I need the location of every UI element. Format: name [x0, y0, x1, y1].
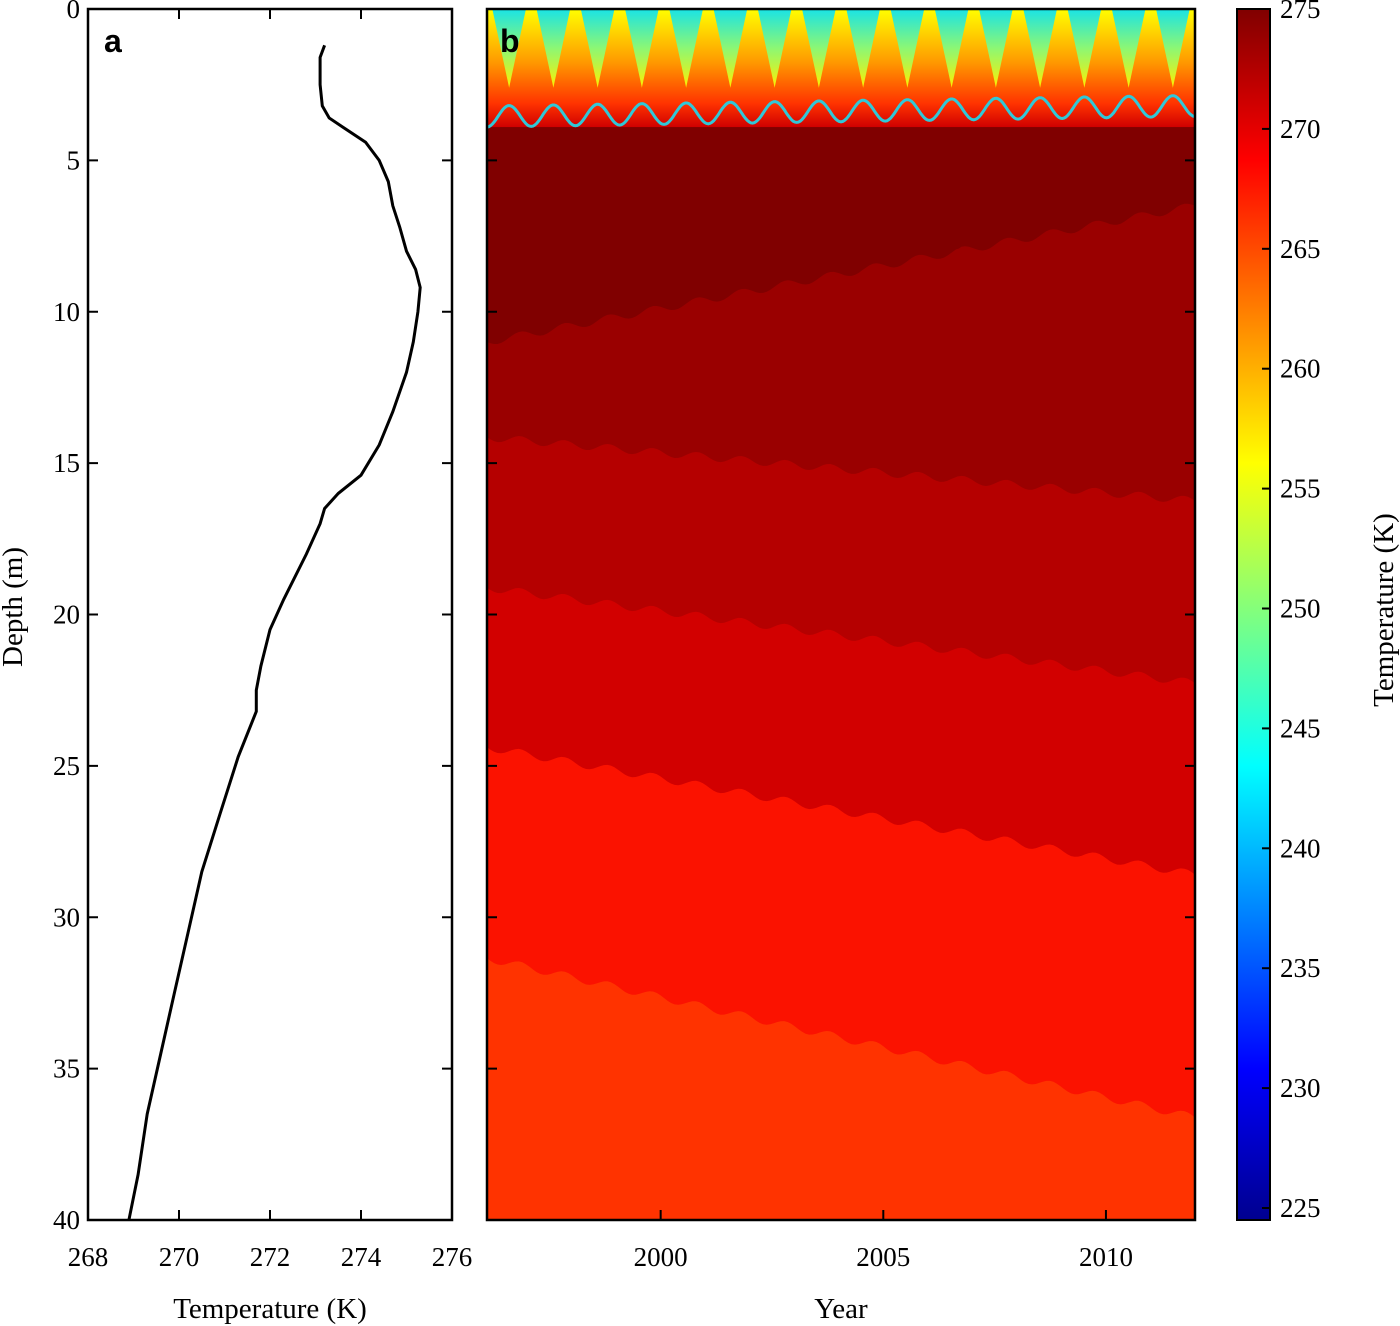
panel-a-y-tick-label: 20: [53, 600, 80, 630]
surface-cold-tongue: [580, 9, 615, 88]
seasonal-cell: [812, 217, 835, 261]
surface-cold-tongue: [625, 9, 659, 88]
panel-a-y-tick-label: 10: [53, 297, 80, 327]
panel-a-y-tick-label: 25: [53, 751, 80, 781]
panel-b-x-tick-label: 2000: [634, 1242, 688, 1272]
colorbar-tick-label: 260: [1280, 354, 1321, 384]
panel-a-x-tick-label: 276: [432, 1242, 473, 1272]
contour-line: [487, 94, 1195, 129]
seasonal-cell: [902, 228, 921, 250]
panel-a-y-axis-title: Depth (m): [0, 547, 29, 667]
panel-a-x-tick-label: 268: [68, 1242, 109, 1272]
panel-a-frame: [86, 7, 454, 1222]
panel-a-y-tick-label: 15: [53, 448, 80, 478]
panel-a-x-tick-label: 272: [250, 1242, 291, 1272]
colorbar-tick-label: 275: [1280, 0, 1321, 24]
surface-cold-tongue: [1156, 9, 1190, 88]
seasonal-cell: [676, 201, 705, 278]
panel-b-letter: b: [500, 23, 520, 59]
surface-cold-tongue: [536, 9, 571, 88]
colorbar-gradient: [1236, 8, 1271, 1221]
panel-a-x-tick-label: 274: [341, 1242, 382, 1272]
panel-b-x-tick-label: 2005: [856, 1242, 910, 1272]
panel-a: 0 5 10 15 20 25 30 35 40 268 270 272 274 276 a: [53, 0, 472, 1272]
panel-a-x-axis-title: Temperature (K): [173, 1293, 367, 1325]
seasonal-cell: [948, 229, 965, 250]
colorbar-tick-label: 265: [1280, 234, 1321, 264]
colorbar-tick-label: 255: [1280, 474, 1321, 504]
seasonal-cell: [495, 179, 532, 300]
surface-cold-tongue: [713, 9, 748, 88]
panel-a-y-tick-label: 5: [67, 145, 81, 175]
seasonal-cell: [540, 184, 575, 294]
panel-a-y-tick-label: 0: [67, 0, 81, 24]
colorbar-tick-label: 230: [1280, 1073, 1321, 1103]
surface-cold-tongue: [669, 9, 703, 88]
surface-cold-tongue: [890, 9, 925, 88]
colorbar-tick-label: 235: [1280, 953, 1321, 983]
surface-cold-tongue: [934, 9, 969, 88]
panel-b-x-axis-title: Year: [814, 1293, 868, 1325]
seasonal-cell: [857, 223, 878, 256]
colorbar: 225 230 235 240 245 250 255 260 265 270 275: [1236, 0, 1321, 1223]
temperature-profile-line: [127, 44, 422, 1221]
colorbar-title: Temperature (K): [1368, 513, 1400, 707]
seasonal-cell: [721, 206, 748, 272]
panel-a-y-tick-label: 35: [53, 1054, 80, 1084]
surface-cold-tongue: [757, 9, 792, 88]
colorbar-tick-label: 240: [1280, 833, 1321, 863]
panel-a-y-tick-label: 40: [53, 1205, 80, 1235]
colorbar-tick-label: 250: [1280, 594, 1321, 624]
surface-cold-tongue: [1023, 9, 1057, 88]
colorbar-tick-label: 245: [1280, 713, 1321, 743]
surface-cold-tongue: [1111, 9, 1146, 88]
colorbar-tick-label: 225: [1280, 1193, 1321, 1223]
panel-a-y-tick-label: 30: [53, 902, 80, 932]
seasonal-cell: [767, 212, 792, 267]
panel-a-letter: a: [104, 23, 122, 59]
seasonal-cell: [586, 190, 619, 289]
colorbar-tick-label: 270: [1280, 114, 1321, 144]
panel-b: 2000 2005 2010 b: [485, 7, 1197, 1272]
surface-cold-tongue: [802, 9, 836, 88]
seasonal-cell: [631, 195, 662, 283]
surface-cold-tongue: [492, 9, 526, 88]
surface-cold-tongue: [979, 9, 1013, 88]
panel-b-x-tick-label: 2010: [1079, 1242, 1133, 1272]
surface-cold-tongue: [846, 9, 880, 88]
surface-cold-tongue: [1067, 9, 1102, 88]
panel-a-x-tick-label: 270: [159, 1242, 200, 1272]
